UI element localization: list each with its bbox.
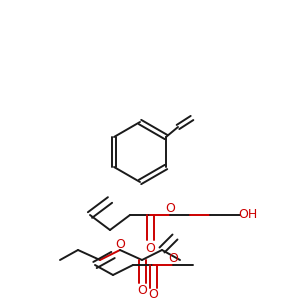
- Text: OH: OH: [238, 208, 258, 221]
- Text: O: O: [148, 289, 158, 300]
- Text: O: O: [137, 284, 147, 298]
- Text: O: O: [168, 253, 178, 266]
- Text: O: O: [165, 202, 175, 215]
- Text: O: O: [145, 242, 155, 254]
- Text: O: O: [115, 238, 125, 251]
